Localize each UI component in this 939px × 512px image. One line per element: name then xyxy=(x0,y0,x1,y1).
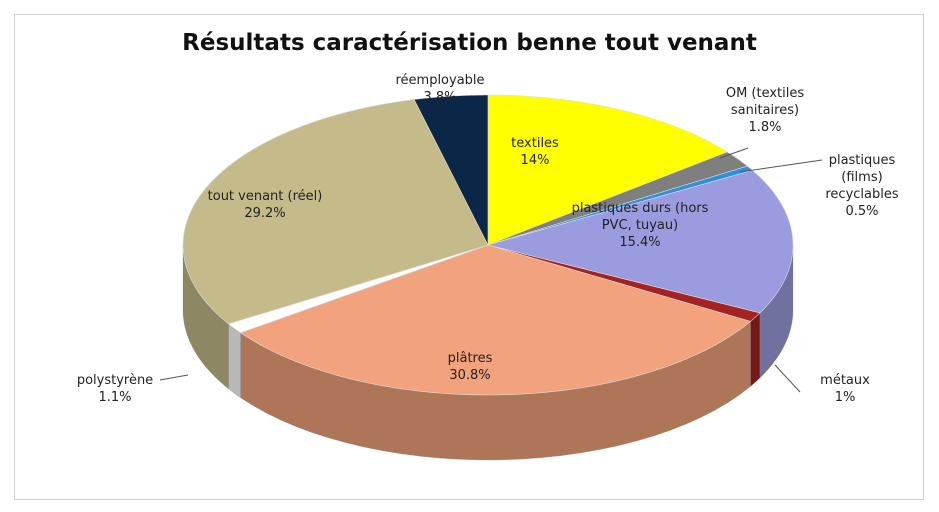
slice-name: polystyrène xyxy=(76,373,154,388)
chart-frame xyxy=(14,14,924,500)
slice-label: réemployable 3.8% xyxy=(375,72,505,106)
slice-value-label: 15.4% xyxy=(619,235,661,250)
leader-line xyxy=(774,364,801,393)
slice-name: métaux xyxy=(820,373,870,388)
slice-label: textiles 14% xyxy=(480,135,590,169)
leader-line xyxy=(719,147,749,159)
slice-name: plastiques durs (hors PVC, tuyau) xyxy=(571,201,709,233)
slice-value-label: 30.8% xyxy=(449,368,491,383)
pie-slice xyxy=(239,244,752,396)
slice-label: métaux 1% xyxy=(805,372,885,406)
slice-side xyxy=(750,312,761,387)
pie-slice xyxy=(182,99,489,325)
leader-line xyxy=(159,374,189,381)
chart-title: Résultats caractérisation benne tout ven… xyxy=(182,30,757,56)
slice-label: plastiques durs (hors PVC, tuyau) 15.4% xyxy=(565,200,715,251)
slice-label: tout venant (réel) 29.2% xyxy=(190,188,340,222)
pie-slice xyxy=(413,94,489,246)
slice-value-label: 14% xyxy=(520,153,550,168)
pie-slice xyxy=(227,244,489,334)
leader-line xyxy=(739,159,823,173)
slice-value-label: 29.2% xyxy=(244,206,286,221)
pie-slice xyxy=(487,94,728,246)
slice-label: polystyrène 1.1% xyxy=(60,372,170,406)
slice-name: textiles xyxy=(511,136,559,151)
slice-value-label: 1.8% xyxy=(748,120,782,135)
slice-value-label: 1% xyxy=(834,390,856,405)
pie-slice xyxy=(487,165,754,246)
pie-slice xyxy=(487,244,761,322)
slice-name: plâtres xyxy=(447,351,493,366)
slice-name: plastiques (films) recyclables xyxy=(825,153,899,202)
slice-label: OM (textiles sanitaires) 1.8% xyxy=(700,85,830,136)
slice-name: OM (textiles sanitaires) xyxy=(725,86,805,118)
pie-slice xyxy=(486,169,794,314)
slice-name: réemployable xyxy=(395,73,485,88)
slice-name: tout venant (réel) xyxy=(207,189,323,204)
slice-side xyxy=(228,323,241,398)
slice-label: plâtres 30.8% xyxy=(420,350,520,384)
slice-label: plastiques (films) recyclables 0.5% xyxy=(807,152,917,220)
slice-value-label: 0.5% xyxy=(845,204,879,219)
slice-value-label: 1.1% xyxy=(98,390,132,405)
slice-value-label: 3.8% xyxy=(423,90,457,105)
